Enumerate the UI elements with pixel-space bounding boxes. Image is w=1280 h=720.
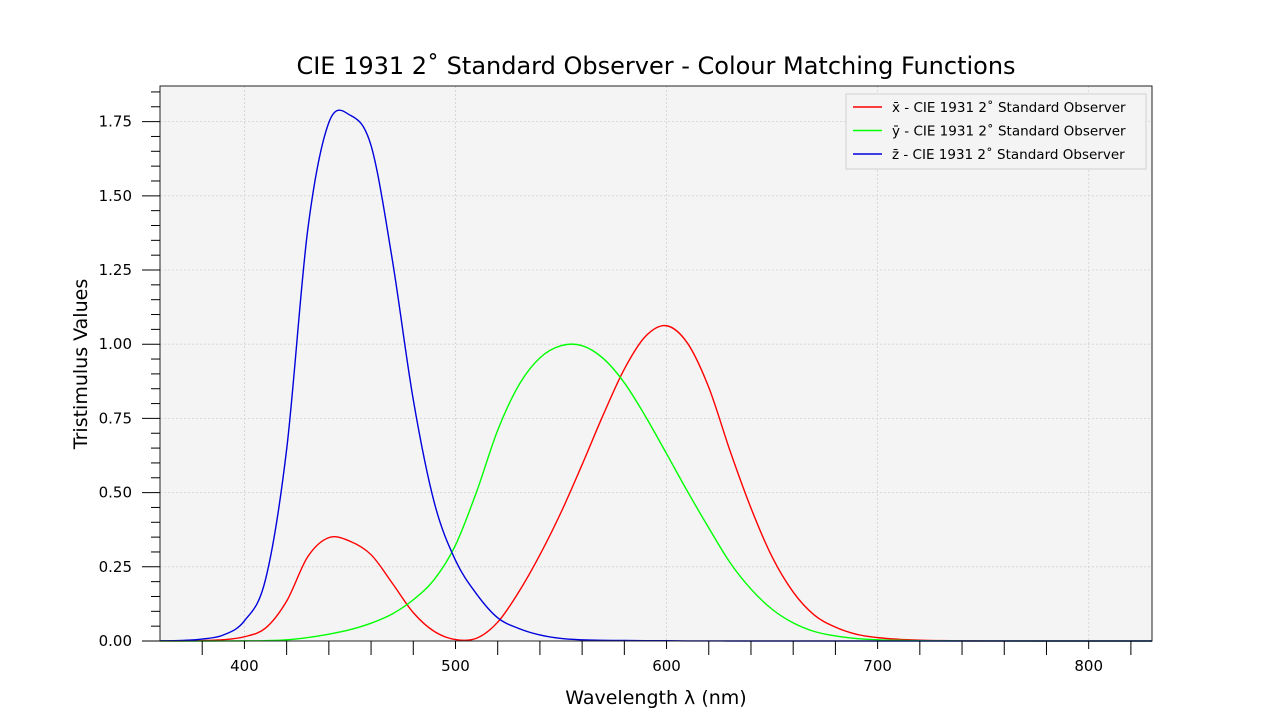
y-tick-label: 1.00 xyxy=(99,335,132,353)
x-tick-label: 500 xyxy=(441,657,470,675)
legend-label: ȳ - CIE 1931 2˚ Standard Observer xyxy=(892,123,1126,140)
y-tick-label: 1.50 xyxy=(99,187,132,205)
legend-box xyxy=(845,93,1147,170)
legend: x̄ - CIE 1931 2˚ Standard Observer ȳ - C… xyxy=(845,93,1147,170)
y-tick-label: 1.25 xyxy=(99,261,132,279)
y-tick-label: 0.75 xyxy=(99,409,132,427)
x-axis: 400 500 600 700 800 xyxy=(201,641,1132,675)
x-tick-label: 700 xyxy=(863,657,892,675)
x-tick-label: 600 xyxy=(652,657,681,675)
legend-label: z̄ - CIE 1931 2˚ Standard Observer xyxy=(892,146,1125,163)
x-tick-label: 800 xyxy=(1074,657,1103,675)
legend-label: x̄ - CIE 1931 2˚ Standard Observer xyxy=(892,99,1126,116)
y-tick-label: 0.50 xyxy=(99,484,132,502)
x-axis-label: Wavelength λ (nm) xyxy=(565,687,746,709)
y-tick-label: 0.00 xyxy=(99,632,132,650)
x-tick-label: 400 xyxy=(230,657,259,675)
plot-area xyxy=(160,86,1152,641)
y-tick-label: 0.25 xyxy=(99,558,132,576)
y-axis-label: Tristimulus Values xyxy=(70,279,92,450)
plot-frame xyxy=(159,85,1153,642)
y-tick-label: 1.75 xyxy=(99,113,132,131)
y-axis: 0.00 0.25 0.50 0.75 1.00 1.25 1.50 1.75 xyxy=(99,91,160,650)
chart-title: CIE 1931 2˚ Standard Observer - Colour M… xyxy=(296,52,1015,80)
